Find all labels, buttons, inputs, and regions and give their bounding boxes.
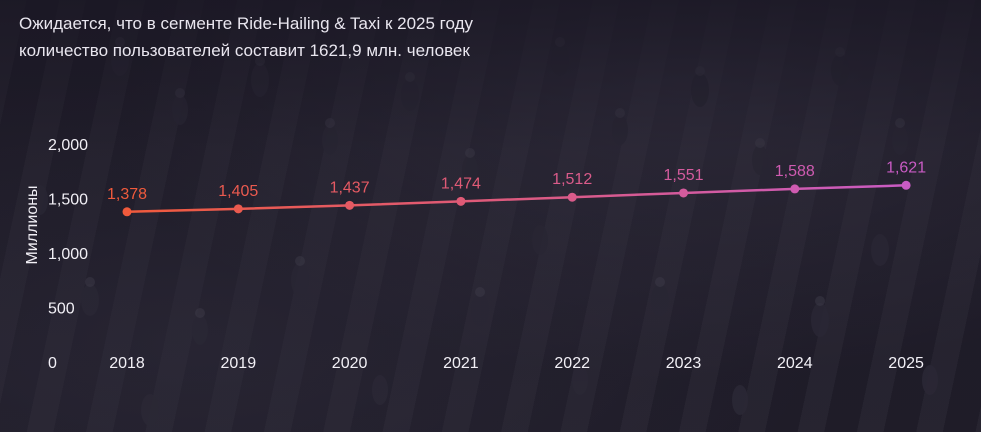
series-line <box>126 184 907 214</box>
data-point <box>233 204 243 214</box>
x-tick-label: 2021 <box>443 355 479 372</box>
y-axis-ticks: 0 500 1,000 1,500 2,000 <box>48 137 88 372</box>
data-label: 1,512 <box>552 171 592 188</box>
x-tick-label: 2020 <box>332 355 368 372</box>
data-point <box>901 180 911 190</box>
data-label: 1,474 <box>441 175 481 192</box>
y-axis-label: Миллионы <box>24 185 41 264</box>
data-point <box>790 184 800 194</box>
data-point <box>122 207 132 217</box>
data-label: 1,378 <box>107 186 147 203</box>
title-line-1: Ожидается, что в сегменте Ride-Hailing &… <box>19 14 474 33</box>
x-tick-label: 2018 <box>109 355 145 372</box>
x-tick-label: 2022 <box>554 355 590 372</box>
data-label: 1,551 <box>663 167 703 184</box>
y-tick-label: 1,000 <box>48 246 88 263</box>
chart-title: Ожидается, что в сегменте Ride-Hailing &… <box>19 10 719 64</box>
x-tick-label: 2019 <box>221 355 257 372</box>
data-points <box>122 180 911 217</box>
y-tick-label: 500 <box>48 301 75 318</box>
x-tick-label: 2024 <box>777 355 813 372</box>
data-label: 1,588 <box>775 163 815 180</box>
y-tick-label: 0 <box>48 355 57 372</box>
title-line-2: количество пользователей составит 1621,9… <box>19 41 470 60</box>
y-tick-label: 1,500 <box>48 192 88 209</box>
x-tick-label: 2025 <box>888 355 924 372</box>
data-label: 1,405 <box>218 183 258 200</box>
y-tick-label: 2,000 <box>48 137 88 154</box>
x-axis-ticks: 2018 2019 2020 2021 2022 2023 2024 2025 <box>109 355 924 372</box>
x-tick-label: 2023 <box>666 355 702 372</box>
data-point <box>679 188 688 198</box>
data-label: 1,621 <box>886 159 926 176</box>
data-labels: 1,378 1,405 1,437 1,474 1,512 1,551 1,588 1,621 <box>107 159 926 202</box>
data-point <box>567 192 577 202</box>
data-point <box>345 200 355 210</box>
data-point <box>456 196 466 206</box>
data-label: 1,437 <box>330 179 370 196</box>
